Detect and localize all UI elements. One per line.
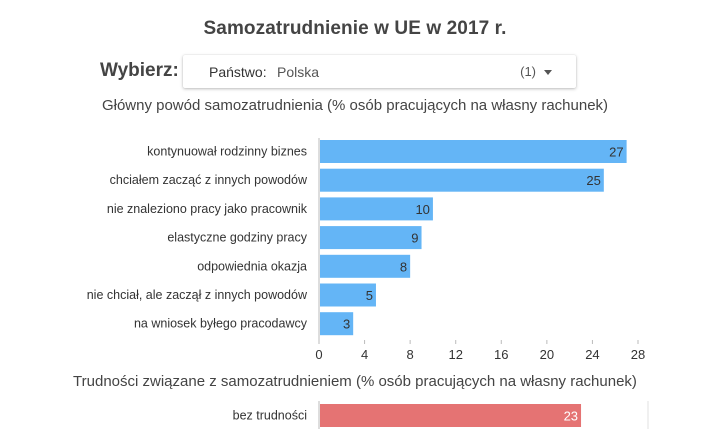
page-title: Samozatrudnienie w UE w 2017 r.: [203, 18, 507, 39]
chart1-x-tick-label: 20: [540, 347, 554, 362]
chart1-bar: [320, 312, 354, 336]
chart1-data-label: 3: [343, 317, 350, 332]
chart1-category-label: chciałem zacząć z innych powodów: [110, 173, 308, 187]
chart2-bar: [320, 404, 582, 427]
chart1-data-label: 10: [415, 202, 429, 217]
chart1-data-label: 5: [366, 288, 373, 303]
chart1-x-tick-label: 24: [585, 347, 599, 362]
dropdown-selection-count: (1): [520, 64, 536, 79]
chart1-category-label: elastyczne godziny pracy: [167, 231, 307, 245]
dropdown-field-label: Państwo:: [209, 64, 267, 80]
chart1-data-label: 25: [586, 173, 600, 188]
chevron-down-icon[interactable]: [544, 70, 552, 75]
chart1-category-label: nie chciał, ale zaczął z innych powodów: [87, 288, 308, 302]
chart1-category-label: na wniosek byłego pracodawcy: [134, 317, 308, 331]
chart1-bar: [320, 283, 376, 307]
chart1-title: Główny powód samozatrudnienia (% osób pr…: [101, 97, 609, 114]
chart1-data-label: 9: [411, 231, 418, 246]
chart1-x-tick-label: 0: [315, 347, 322, 362]
chart2-data-label: 23: [564, 409, 578, 424]
chart1-bar: [320, 168, 604, 192]
dropdown-selected-value: Polska: [277, 64, 320, 80]
chart1-bar: [320, 140, 627, 163]
chart1-bar: [320, 226, 422, 250]
chart1-x-tick-label: 28: [631, 347, 645, 362]
chart1-bar: [320, 197, 433, 221]
chart1-data-label: 27: [609, 145, 623, 160]
chart1-data-label: 8: [400, 259, 407, 274]
chart1-x-tick-label: 8: [407, 347, 414, 362]
country-dropdown[interactable]: Państwo: Polska (1): [183, 55, 576, 88]
chart1-x-tick-label: 4: [361, 347, 368, 362]
chart2-category-label: bez trudności: [233, 409, 307, 423]
chart1-x-tick-label: 16: [494, 347, 508, 362]
select-label: Wybierz:: [100, 60, 179, 81]
chart1-bar: [320, 254, 411, 278]
chart1-category-label: odpowiednia okazja: [197, 259, 307, 273]
chart1-category-label: kontynuował rodzinny biznes: [147, 145, 307, 159]
chart1-x-tick-label: 12: [448, 347, 462, 362]
chart2-title: Trudności związane z samozatrudnieniem (…: [73, 373, 637, 390]
chart1-category-label: nie znaleziono pracy jako pracownik: [107, 202, 308, 216]
